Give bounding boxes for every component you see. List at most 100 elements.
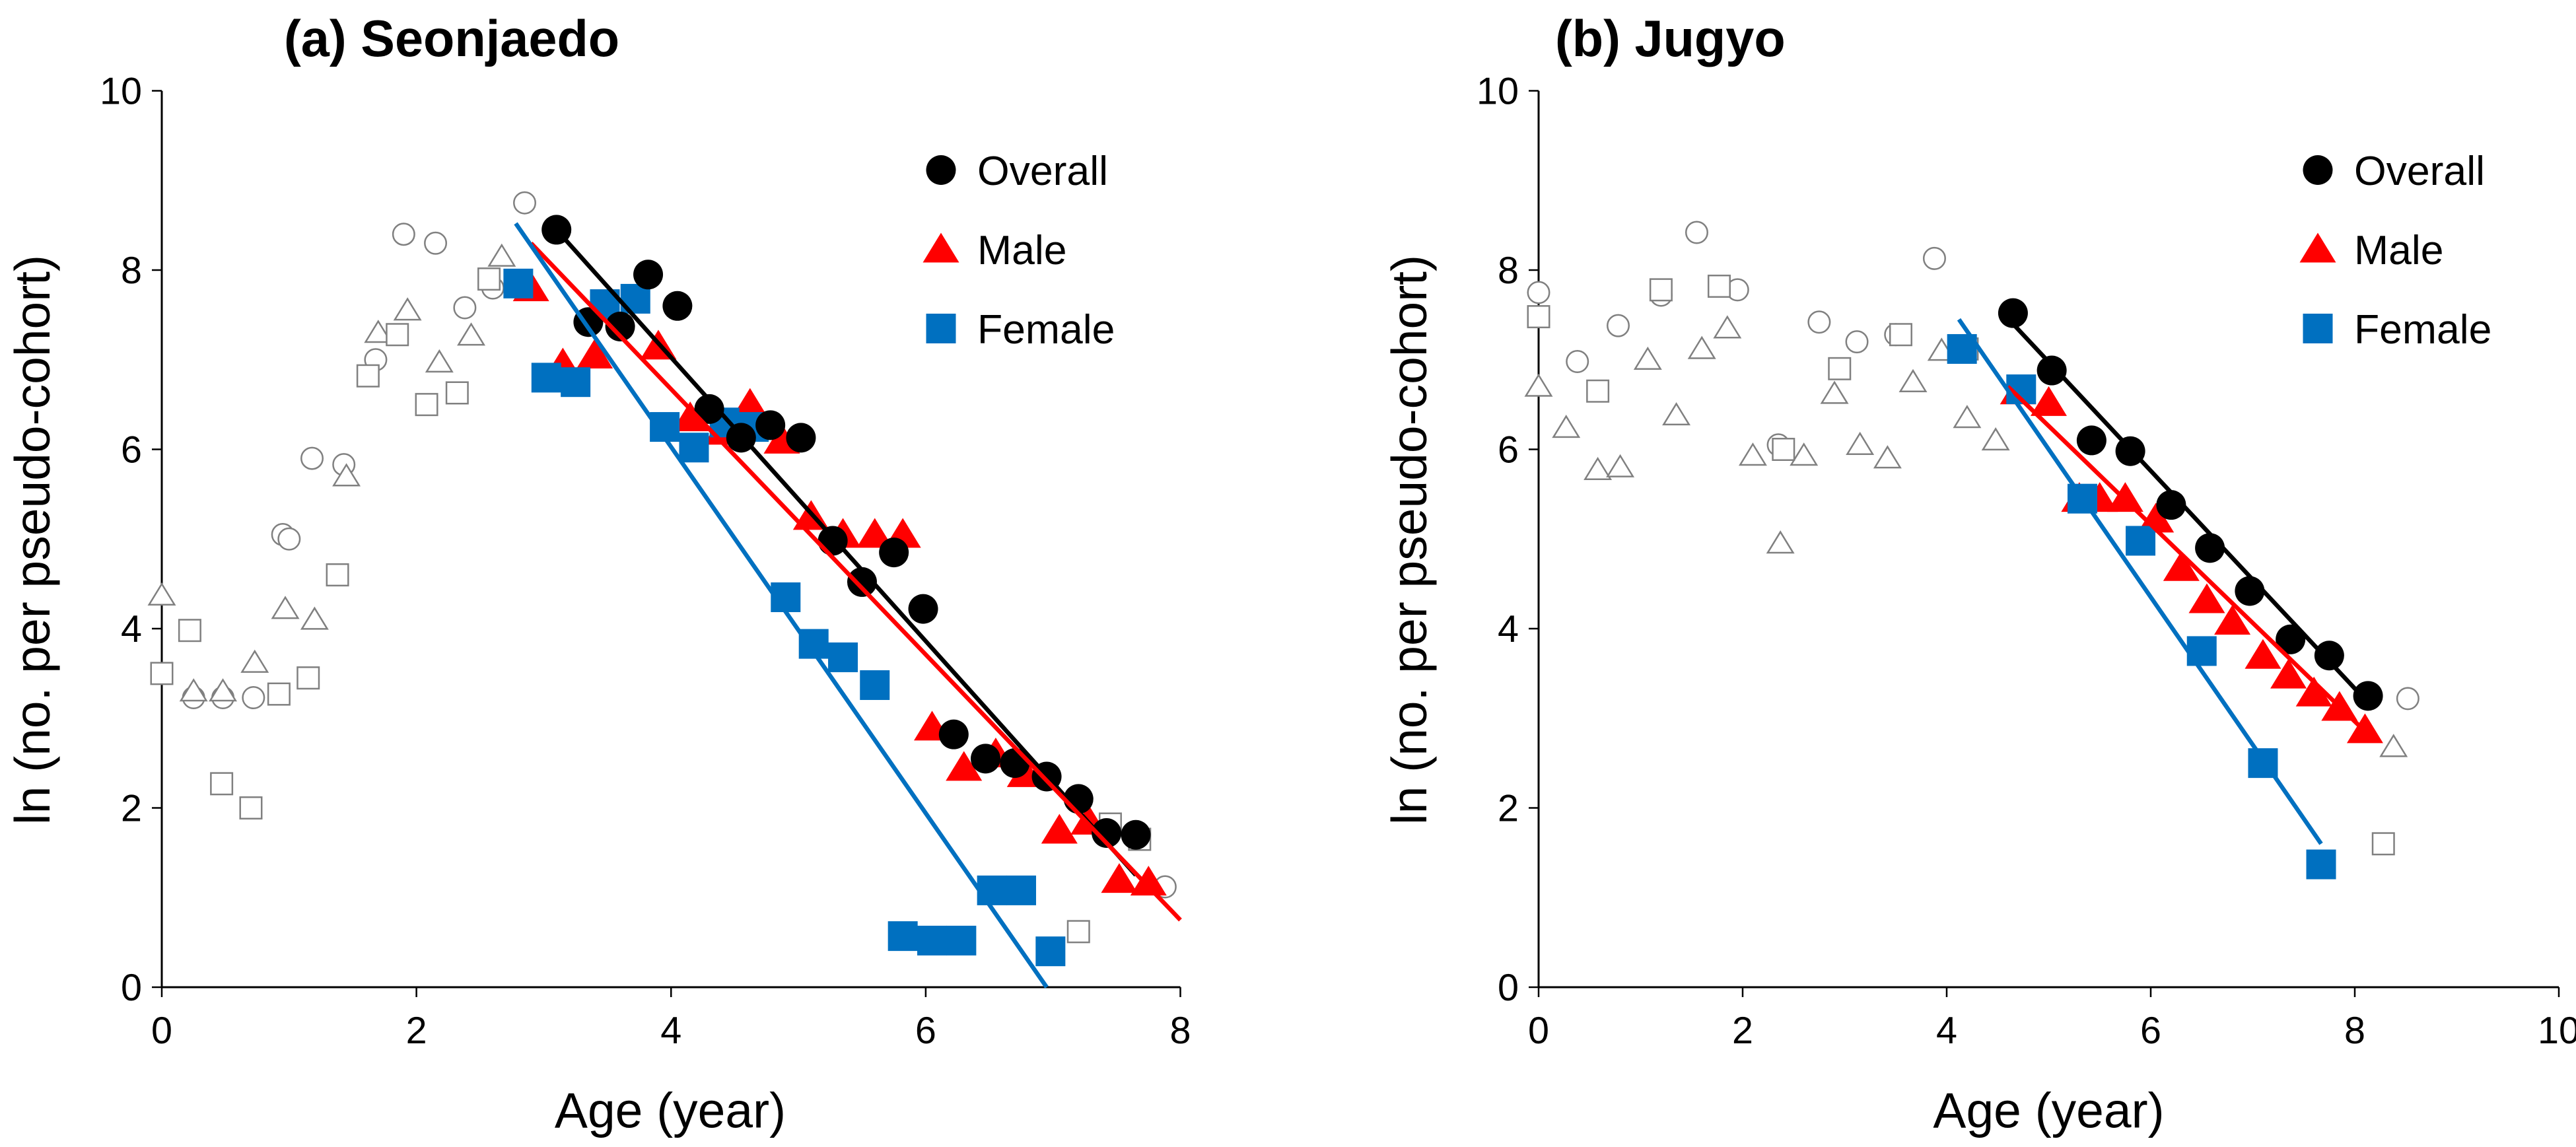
legend-marker-overall — [926, 155, 956, 186]
data-point-triangle — [672, 401, 709, 431]
data-point-circle — [1998, 298, 2028, 328]
data-point-square-open — [326, 563, 349, 587]
data-point-circle — [2276, 624, 2306, 654]
fit-line-overall — [555, 228, 1138, 877]
x-tick-label: 0 — [1528, 1010, 1549, 1052]
data-point-triangle-open — [1953, 405, 1982, 429]
data-point-triangle-open — [1606, 454, 1635, 477]
data-point-triangle-open — [332, 463, 361, 487]
data-point-circle-open — [1607, 314, 1630, 337]
data-point-circle-open — [1807, 310, 1831, 334]
panel-b: (b) Jugyo Age (year) ln (no. per pseudo-… — [1381, 11, 2576, 1138]
y-tick-label: 8 — [1498, 250, 1519, 292]
data-point-square-open — [1707, 274, 1731, 298]
y-axis-label: ln (no. per pseudo-cohort) — [5, 255, 60, 825]
data-point-triangle — [2163, 551, 2200, 581]
data-point-circle-open — [2396, 687, 2419, 711]
legend-label-male: Male — [977, 227, 1066, 273]
data-point-circle — [970, 744, 1000, 774]
y-tick-label: 10 — [100, 71, 142, 113]
data-point-square-open — [239, 796, 263, 819]
data-point-square — [679, 433, 709, 463]
data-point-square — [561, 367, 591, 398]
data-point-square-open — [1828, 357, 1852, 380]
y-tick-label: 0 — [1498, 967, 1519, 1009]
data-point-triangle-open — [1790, 442, 1819, 466]
legend-label-female: Female — [2354, 306, 2491, 353]
data-point-triangle — [576, 338, 613, 368]
data-point-circle — [847, 567, 877, 597]
data-point-triangle — [946, 751, 983, 781]
x-tick-label: 8 — [1170, 1010, 1191, 1052]
data-point-triangle-open — [1552, 415, 1581, 438]
data-point-square-open — [386, 323, 409, 347]
panel-title: (b) Jugyo — [1555, 11, 1786, 67]
data-point-circle — [755, 410, 786, 440]
data-point-triangle — [2031, 386, 2067, 416]
data-point-circle-open — [1527, 281, 1550, 304]
data-point-square-open — [1586, 379, 1610, 403]
data-point-triangle — [1130, 866, 1167, 896]
x-tick-label: 0 — [151, 1010, 172, 1052]
data-point-circle — [2314, 641, 2344, 671]
data-point-square-open — [178, 619, 201, 643]
data-point-square — [977, 875, 1007, 905]
y-tick-label: 10 — [1477, 71, 1519, 113]
data-point-triangle-open — [1687, 335, 1716, 359]
data-point-triangle-open — [1873, 445, 1902, 469]
data-point-triangle-open — [300, 606, 329, 630]
data-point-triangle-open — [425, 349, 454, 373]
y-tick-label: 2 — [1498, 788, 1519, 830]
data-point-triangle-open — [393, 297, 422, 321]
data-point-circle — [694, 394, 724, 424]
data-point-triangle-open — [364, 320, 393, 343]
data-point-circle-open — [300, 446, 324, 470]
data-point-triangle-open — [1662, 402, 1691, 426]
data-point-circle-open — [1685, 221, 1708, 244]
data-point-square — [2306, 849, 2336, 880]
data-point-square — [2186, 636, 2217, 666]
y-tick-label: 6 — [1498, 429, 1519, 471]
data-point-triangle-open — [1981, 427, 2010, 451]
data-point-square-open — [445, 381, 469, 405]
data-point-square-open — [1772, 438, 1795, 462]
data-point-square — [2126, 526, 2156, 556]
x-tick-label: 4 — [1936, 1010, 1957, 1052]
data-point-circle — [2076, 425, 2106, 456]
panel-a: (a) Seonjaedo Age (year) ln (no. per pse… — [5, 11, 1191, 1138]
data-point-circle — [1092, 818, 1122, 849]
data-point-square-open — [296, 666, 320, 690]
data-point-square — [888, 921, 918, 952]
data-point-square — [503, 268, 534, 298]
data-point-circle — [662, 291, 693, 321]
data-point-circle — [908, 594, 938, 624]
data-point-triangle-open — [209, 678, 238, 702]
data-point-triangle — [2295, 676, 2332, 707]
data-point-square — [860, 670, 890, 701]
legend-marker-male — [2299, 232, 2336, 263]
x-axis-label: Age (year) — [1933, 1083, 2164, 1138]
data-point-triangle-open — [271, 596, 300, 619]
data-point-triangle-open — [1898, 368, 1928, 392]
data-point-square-open — [2371, 832, 2395, 856]
data-point-circle — [879, 538, 909, 568]
data-point-triangle-open — [147, 582, 176, 606]
y-tick-label: 4 — [121, 608, 142, 650]
data-point-circle-open — [453, 296, 477, 320]
data-point-square — [946, 925, 977, 956]
data-point-square-open — [415, 393, 438, 417]
data-point-triangle — [1041, 814, 1078, 844]
data-point-circle-open — [513, 191, 537, 215]
y-tick-label: 2 — [121, 788, 142, 830]
data-point-circle-open — [1845, 330, 1869, 354]
data-point-square-open — [150, 662, 174, 685]
legend-label-female: Female — [977, 306, 1115, 353]
x-tick-label: 2 — [406, 1010, 427, 1052]
panel-title: (a) Seonjaedo — [284, 11, 619, 67]
data-point-square-open — [1066, 920, 1090, 944]
x-tick-label: 4 — [660, 1010, 681, 1052]
data-point-square-open — [477, 267, 501, 291]
data-point-circle — [938, 719, 969, 749]
data-point-triangle-open — [1820, 380, 1849, 404]
data-point-square — [531, 363, 561, 393]
